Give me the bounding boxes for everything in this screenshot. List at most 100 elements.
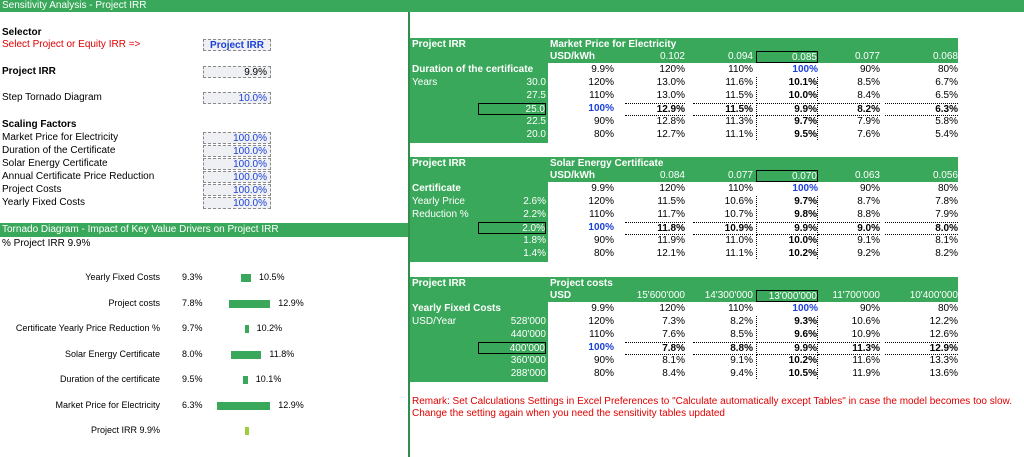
column-percent: 120% (659, 303, 685, 314)
tornado-high-value: 12.9% (278, 297, 304, 308)
table-cell: 13.6% (929, 368, 958, 379)
table-cell: 11.7% (657, 209, 685, 220)
table-cell: 9.9% (756, 103, 818, 116)
table-unit: USD/kWh (550, 170, 595, 181)
table-cell: 8.5% (730, 329, 753, 340)
table-cell: 9.0% (818, 222, 880, 235)
table-cell: 10.7% (724, 209, 753, 220)
tornado-row-label: Project costs (108, 297, 160, 308)
table-cell: 9.3% (756, 316, 818, 327)
table-cell: 7.3% (662, 316, 685, 327)
tornado-low-value: 7.8% (182, 297, 203, 308)
table-cell: 5.4% (935, 129, 958, 140)
table-cell: 11.3% (818, 342, 880, 355)
column-value: 0.077 (727, 170, 753, 181)
table-cell: 7.9% (857, 116, 880, 127)
table-cell: 13.3% (929, 355, 958, 366)
column-value: 14'300'000 (704, 290, 753, 301)
table-header-band (410, 38, 958, 63)
table-cell: 7.8% (625, 342, 685, 355)
row-percent: 110% (589, 209, 614, 220)
table-cell: 8.0% (885, 222, 958, 235)
row-value: 1.8% (523, 235, 546, 246)
tornado-bar (241, 274, 251, 282)
row-percent: 110% (589, 90, 614, 101)
table-cell: 8.4% (662, 368, 685, 379)
column-value: 0.063 (854, 170, 880, 181)
row-value: 1.4% (523, 248, 546, 259)
table-cell: 7.6% (857, 129, 880, 140)
table-cell: 8.8% (693, 342, 753, 355)
table-cell: 8.2% (730, 316, 753, 327)
row-value: 528'000 (510, 316, 546, 327)
column-value: 11'700'000 (832, 290, 880, 301)
tornado-row-label: Market Price for Electricity (55, 399, 160, 410)
column-percent: 90% (859, 64, 880, 75)
row-percent: 80% (593, 248, 614, 259)
table-cell: 8.5% (857, 77, 880, 88)
table-cell: 12.6% (929, 329, 958, 340)
scaling-input[interactable]: 100.0% (203, 171, 271, 183)
row-percent: 100% (588, 103, 614, 114)
tornado-subtitle: % Project IRR 9.9% (2, 238, 91, 249)
selector-heading: Selector (2, 27, 42, 38)
table-cell: 10.2% (756, 355, 818, 366)
row-value: 27.5 (526, 90, 546, 101)
row-value: 22.5 (526, 116, 546, 127)
scaling-input[interactable]: 100.0% (203, 145, 271, 157)
scaling-input[interactable]: 100.0% (203, 184, 271, 196)
table-name: Project IRR (412, 39, 466, 50)
row-title: Yearly Fixed Costs (412, 303, 501, 314)
row-percent: 90% (593, 355, 614, 366)
step-label: Step Tornado Diagram (2, 92, 102, 103)
scaling-input[interactable]: 100.0% (203, 132, 271, 144)
column-percent: 100% (792, 303, 818, 314)
table-cell: 10.0% (756, 235, 818, 246)
table-corner-value: 9.9% (591, 64, 614, 75)
table-cell: 7.9% (935, 209, 958, 220)
scaling-input[interactable]: 100.0% (203, 197, 271, 209)
table-cell: 10.1% (756, 77, 818, 88)
table-cell: 9.2% (857, 248, 880, 259)
table-cell: 6.5% (935, 90, 958, 101)
row-value: 400'000 (478, 342, 546, 354)
table-corner-value: 9.9% (591, 183, 614, 194)
irr-type-select[interactable]: Project IRR (203, 39, 271, 51)
tornado-low-value: 9.7% (182, 323, 203, 333)
table-cell: 10.6% (724, 196, 753, 207)
scaling-label: Annual Certificate Price Reduction (2, 171, 155, 182)
column-value: 15'600'000 (636, 290, 685, 301)
column-value: 0.102 (659, 51, 685, 62)
column-percent: 120% (659, 183, 685, 194)
table-cell: 10.9% (851, 329, 880, 340)
table-cell: 12.9% (885, 342, 958, 355)
row-value: 440'000 (510, 329, 546, 340)
tornado-bar (217, 401, 271, 410)
table-header-band (410, 277, 958, 302)
row-value: 25.0 (478, 103, 546, 115)
row-percent: 90% (593, 235, 614, 246)
scaling-input[interactable]: 100.0% (203, 158, 271, 170)
row-percent: 120% (588, 316, 614, 327)
table-cell: 5.8% (935, 116, 958, 127)
table-cell: 11.9% (657, 235, 685, 246)
table-cell: 11.6% (725, 77, 753, 88)
table-cell: 6.3% (885, 103, 958, 116)
tornado-high-value: 10.1% (255, 374, 282, 384)
column-value: 0.085 (756, 51, 818, 63)
table-cell: 9.7% (756, 116, 818, 127)
row-value: 2.6% (523, 196, 546, 207)
table-cell: 13.0% (656, 77, 685, 88)
table-cell: 11.5% (657, 196, 685, 207)
column-percent: 100% (792, 183, 818, 194)
step-input[interactable]: 10.0% (203, 92, 271, 104)
table-cell: 11.0% (725, 235, 753, 246)
table-unit: USD (550, 290, 572, 301)
table-cell: 10.6% (851, 316, 880, 327)
column-percent: 110% (728, 303, 753, 314)
table-cell: 10.5% (756, 368, 818, 379)
table-header-band (410, 157, 958, 182)
table-cell: 8.4% (857, 90, 880, 101)
table-cell: 9.9% (756, 342, 818, 355)
row-value: 2.2% (523, 209, 546, 220)
